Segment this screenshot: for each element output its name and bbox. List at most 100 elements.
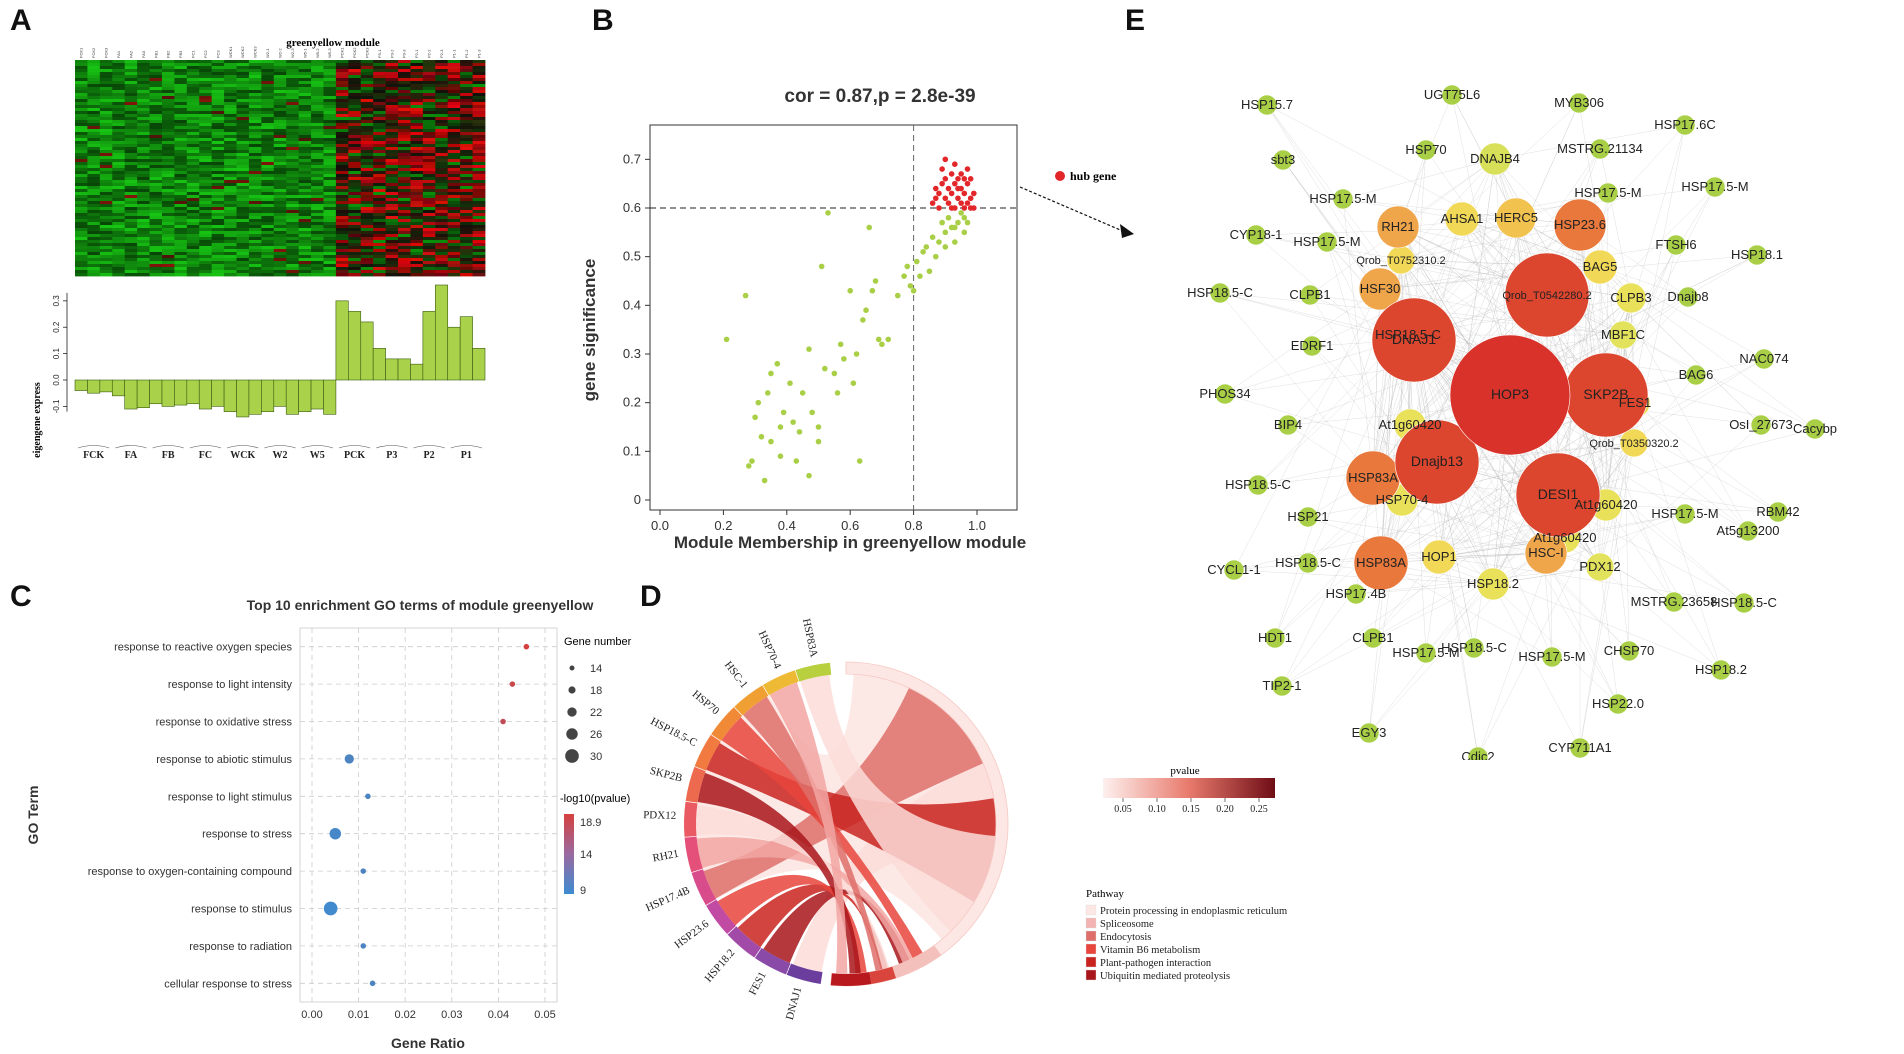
heatmap-cell bbox=[211, 63, 225, 67]
heatmap-cell bbox=[447, 174, 461, 178]
heatmap-cell bbox=[75, 189, 88, 193]
heatmap-cell bbox=[174, 159, 188, 163]
scatter-ylabel: gene significance bbox=[580, 259, 599, 402]
heatmap-cell bbox=[261, 144, 275, 148]
heatmap-cell bbox=[385, 162, 399, 166]
heatmap-cell bbox=[186, 117, 200, 121]
heatmap-cell bbox=[161, 129, 175, 133]
network-node-label: Cdic2 bbox=[1461, 749, 1494, 760]
heatmap-cell bbox=[460, 255, 473, 259]
heatmap-cell bbox=[335, 165, 349, 169]
heatmap-cell bbox=[286, 195, 300, 199]
heatmap-cell bbox=[273, 219, 287, 223]
heatmap-cell bbox=[261, 90, 275, 94]
heatmap-cell bbox=[286, 102, 300, 106]
heatmap-cell bbox=[199, 150, 213, 154]
heatmap-cell bbox=[112, 195, 126, 199]
hub-gene-point bbox=[971, 190, 977, 197]
heatmap-cell bbox=[137, 156, 150, 160]
heatmap-cell bbox=[186, 111, 200, 115]
heatmap-cell bbox=[286, 90, 300, 94]
gene-point bbox=[945, 214, 952, 221]
heatmap-cell bbox=[161, 114, 175, 118]
hub-gene-point bbox=[948, 171, 955, 177]
heatmap-cell bbox=[261, 273, 275, 277]
heatmap-cell bbox=[460, 252, 473, 256]
heatmap-cell bbox=[373, 264, 387, 268]
heatmap-cell bbox=[373, 222, 387, 226]
heatmap-cell bbox=[273, 189, 287, 193]
heatmap-cell bbox=[248, 114, 262, 118]
heatmap-cell bbox=[199, 120, 213, 124]
heatmap-cell bbox=[410, 222, 424, 226]
pathway-legend-swatch bbox=[1085, 917, 1097, 929]
heatmap-cell bbox=[435, 258, 449, 262]
heatmap-cell bbox=[460, 222, 473, 226]
heatmap-cell bbox=[273, 264, 287, 268]
heatmap-cell bbox=[224, 126, 237, 130]
heatmap-cell bbox=[335, 75, 349, 79]
heatmap-cell bbox=[410, 267, 424, 271]
network-node-label: Qrob_T0350320.2 bbox=[1589, 438, 1678, 450]
heatmap-cell bbox=[211, 201, 225, 205]
gene-point bbox=[761, 477, 768, 484]
heatmap-cell bbox=[286, 204, 300, 208]
heatmap-cell bbox=[137, 105, 150, 109]
gene-point bbox=[875, 336, 882, 343]
network-edge bbox=[1477, 504, 1607, 758]
eigengene-bar bbox=[422, 311, 436, 381]
gene-number-legend-label: 14 bbox=[590, 663, 602, 675]
heatmap-cell bbox=[398, 252, 411, 256]
heatmap-cell bbox=[447, 252, 461, 256]
heatmap-cell bbox=[149, 132, 163, 136]
heatmap-cell bbox=[422, 96, 436, 100]
x-tick-label: 0.2 bbox=[714, 518, 732, 533]
heatmap-cell bbox=[186, 189, 200, 193]
heatmap-cell bbox=[286, 123, 300, 127]
heatmap-cell bbox=[373, 249, 387, 253]
heatmap-cell bbox=[311, 168, 324, 172]
heatmap-cell bbox=[199, 126, 213, 130]
gene-point bbox=[929, 234, 936, 240]
heatmap-cell bbox=[99, 99, 113, 103]
network-node bbox=[1345, 583, 1367, 605]
network-edge bbox=[1368, 334, 1409, 734]
heatmap-cell bbox=[373, 138, 387, 142]
heatmap-cell bbox=[447, 267, 461, 271]
gene-sector bbox=[727, 926, 762, 958]
heatmap-cell bbox=[87, 252, 101, 256]
heatmap-cell bbox=[273, 261, 287, 265]
heatmap-cell bbox=[112, 126, 126, 130]
heatmap-cell bbox=[323, 138, 337, 142]
heatmap-cell bbox=[124, 204, 138, 208]
heatmap-cell bbox=[373, 69, 387, 73]
heatmap-cell bbox=[286, 273, 300, 277]
heatmap-cell bbox=[75, 90, 88, 94]
heatmap-cell bbox=[373, 129, 387, 133]
heatmap-cell bbox=[124, 102, 138, 106]
gene-point bbox=[831, 370, 838, 377]
heatmap-cell bbox=[199, 210, 213, 214]
heatmap-cell bbox=[373, 258, 387, 262]
gene-point bbox=[780, 409, 787, 416]
heatmap-cell bbox=[398, 153, 411, 157]
heatmap-cell bbox=[311, 246, 324, 250]
heatmap-cell bbox=[124, 216, 138, 220]
sample-label: FC2 bbox=[203, 50, 208, 58]
heatmap-cell bbox=[323, 186, 337, 190]
heatmap-cell bbox=[112, 255, 126, 259]
hub-gene-point bbox=[936, 190, 942, 197]
heatmap-cell bbox=[75, 174, 88, 178]
heatmap-cell bbox=[261, 177, 275, 181]
heatmap-cell bbox=[161, 243, 175, 247]
heatmap-cell bbox=[75, 99, 88, 103]
heatmap-cell bbox=[335, 249, 349, 253]
heatmap-cell bbox=[373, 96, 387, 100]
heatmap-cell bbox=[87, 222, 101, 226]
heatmap-cell bbox=[398, 234, 411, 238]
heatmap-cell bbox=[460, 240, 473, 244]
heatmap-cell bbox=[211, 222, 225, 226]
heatmap-cell bbox=[373, 216, 387, 220]
heatmap-cell bbox=[99, 141, 113, 145]
heatmap-cell bbox=[447, 264, 461, 268]
